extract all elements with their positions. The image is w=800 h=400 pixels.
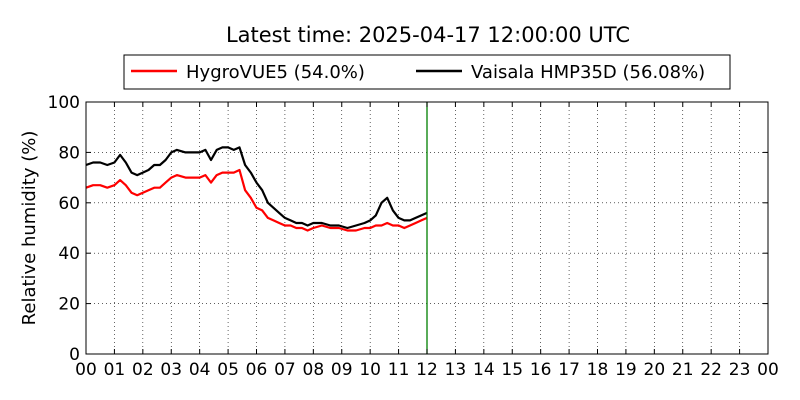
y-axis: 0 20 40 60 80 100 [48,93,768,365]
x-tick-label: 12 [416,360,438,380]
y-tick-label: 40 [58,244,80,264]
legend: HygroVUE5 (54.0%) Vaisala HMP35D (56.08%… [123,54,731,90]
x-tick-label: 19 [615,360,637,380]
x-tick-label: 08 [303,360,325,380]
x-tick-label: 06 [246,360,268,380]
series-line-1 [85,168,428,232]
x-tick-label: 01 [104,360,126,380]
x-tick-label: 20 [644,360,666,380]
x-tick-label: 00 [75,360,97,380]
x-tick-label: 05 [217,360,239,380]
y-tick-label: 20 [58,295,80,315]
chart-title: Latest time: 2025-04-17 12:00:00 UTC [226,23,630,47]
series-line-2 [85,146,428,230]
y-tick-label: 80 [58,143,80,163]
x-tick-label: 13 [445,360,467,380]
x-tick-label: 17 [558,360,580,380]
x-tick-label: 11 [388,360,410,380]
x-tick-label: 07 [274,360,296,380]
x-tick-label: 09 [331,360,353,380]
legend-label-series-2: Vaisala HMP35D (56.08%) [471,62,705,83]
x-tick-label: 22 [700,360,722,380]
x-tick-label: 02 [132,360,154,380]
x-tick-label: 04 [189,360,211,380]
y-axis-label: Relative humidity (%) [19,131,40,326]
x-tick-label: 14 [473,360,495,380]
x-tick-label: 16 [530,360,552,380]
x-tick-label: 23 [729,360,751,380]
x-tick-label: 18 [587,360,609,380]
x-tick-label: 10 [359,360,381,380]
legend-label-series-1: HygroVUE5 (54.0%) [186,62,365,83]
x-tick-label: 00 [757,360,779,380]
series-layer [85,146,428,232]
x-tick-label: 03 [160,360,182,380]
y-tick-label: 0 [69,345,80,365]
x-tick-label: 21 [672,360,694,380]
x-axis: 00 01 02 03 04 05 06 07 08 09 10 11 12 13 14 15 16 17 18 19… [75,102,779,380]
y-tick-label: 60 [58,194,80,214]
y-tick-label: 100 [48,93,80,113]
x-tick-label: 15 [501,360,523,380]
